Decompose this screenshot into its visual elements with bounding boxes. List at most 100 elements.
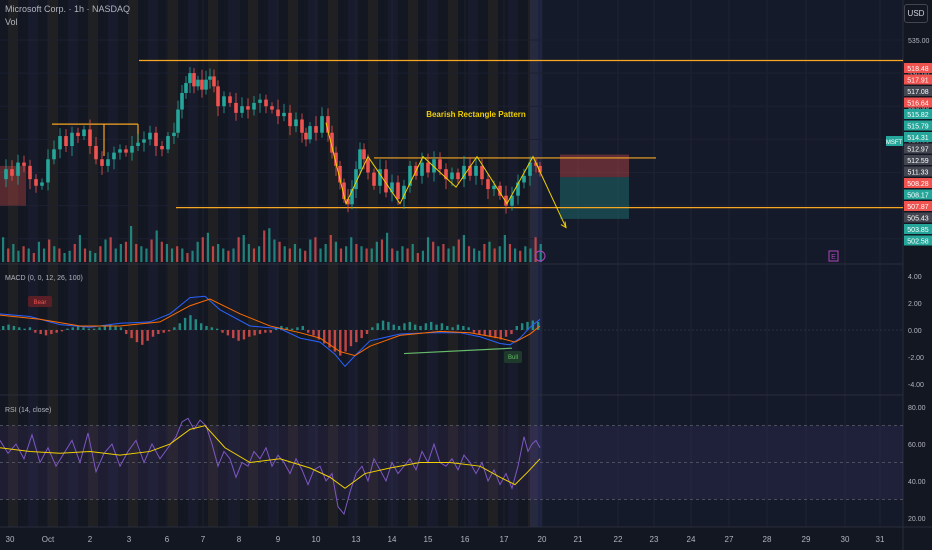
macd-histogram-bar	[183, 317, 187, 330]
macd-histogram-bar	[430, 321, 433, 330]
candle-body	[300, 119, 304, 133]
macd-histogram-bar	[248, 330, 251, 337]
volume-bar	[58, 248, 61, 262]
volume-bar	[263, 230, 266, 262]
x-tick-label: 27	[725, 535, 734, 544]
macd-tick-label: -2.00	[908, 355, 924, 362]
macd-histogram-bar	[199, 323, 203, 330]
volume-bar	[83, 248, 87, 262]
macd-histogram-bar	[173, 327, 176, 330]
price-label: 508.28	[907, 181, 929, 188]
macd-histogram-bar	[306, 330, 310, 333]
candle-body	[468, 165, 472, 176]
volume-bar	[529, 248, 532, 262]
macd-title: MACD (0, 0, 12, 26, 100)	[5, 275, 83, 282]
macd-histogram-bar	[130, 330, 133, 339]
macd-histogram-bar	[7, 324, 10, 330]
volume-bar	[247, 244, 250, 262]
volume-bar	[432, 241, 435, 262]
volume-bar	[206, 232, 209, 262]
candle-body	[180, 92, 184, 110]
volume-bar	[314, 237, 317, 262]
macd-histogram-bar	[44, 330, 48, 336]
price-label: 514.31	[907, 135, 929, 142]
macd-histogram-bar	[146, 330, 149, 341]
pattern-zigzag	[325, 122, 567, 228]
candle-body	[94, 146, 98, 160]
macd-histogram-bar	[349, 330, 353, 347]
macd-histogram-bar	[157, 330, 160, 335]
volume-bar	[32, 253, 35, 262]
volume-bar	[150, 239, 153, 262]
macd-histogram-bar	[515, 325, 518, 330]
macd-histogram-bar	[408, 321, 411, 330]
candle-body	[282, 112, 286, 117]
candle-body	[538, 165, 542, 173]
macd-histogram-bar	[253, 330, 256, 336]
macd-histogram-bar	[103, 325, 107, 330]
candle-body	[314, 126, 318, 133]
volume-bar	[462, 235, 465, 262]
volume-bar	[426, 237, 430, 262]
candle-body	[264, 99, 268, 107]
macd-histogram-bar	[269, 330, 272, 333]
volume-bar	[181, 248, 184, 262]
candle-body	[338, 165, 342, 183]
macd-histogram-bar	[12, 325, 16, 330]
candle-body	[498, 185, 502, 196]
macd-histogram-bar	[424, 323, 428, 330]
candle-body	[362, 149, 366, 160]
volume-bar	[232, 248, 235, 262]
macd-histogram-bar	[317, 330, 321, 340]
macd-histogram-bar	[328, 330, 331, 348]
macd-histogram-bar	[387, 321, 390, 330]
candle-body	[82, 129, 86, 137]
volume-bar	[222, 248, 225, 262]
candle-body	[270, 106, 274, 110]
volume-bar	[73, 244, 76, 262]
macd-histogram-bar	[71, 327, 74, 330]
candle-body	[444, 169, 448, 180]
candle-body	[130, 146, 134, 153]
currency-button[interactable]: USD	[904, 4, 928, 23]
volume-bar	[411, 244, 414, 262]
candle-body	[432, 159, 436, 173]
macd-histogram-bar	[381, 320, 385, 330]
price-label: 503.85	[907, 227, 929, 234]
macd-histogram-bar	[178, 323, 181, 330]
candle-body	[252, 102, 256, 110]
candle-body	[438, 159, 442, 170]
volume-bar	[514, 248, 517, 262]
volume-bar	[63, 253, 66, 262]
macd-histogram-bar	[499, 330, 502, 340]
candle-body	[354, 169, 358, 190]
volume-bar	[78, 235, 81, 262]
x-tick-label: 29	[802, 535, 811, 544]
volume-bar	[386, 232, 389, 262]
price-label-bg	[904, 143, 932, 154]
macd-histogram-bar	[462, 325, 465, 330]
price-label-bg	[904, 120, 932, 131]
macd-histogram-bar	[221, 330, 224, 333]
candle-body	[486, 179, 490, 190]
volume-bar	[319, 248, 322, 262]
price-label-bg	[904, 212, 932, 223]
candle-body	[304, 132, 308, 140]
price-label: 515.82	[907, 112, 929, 119]
price-label-bg	[904, 155, 932, 165]
volume-bar	[109, 237, 112, 262]
volume-bar	[42, 248, 46, 262]
volume-bar	[421, 250, 425, 262]
macd-histogram-bar	[290, 328, 294, 330]
candle-body	[258, 99, 262, 103]
macd-histogram-bar	[167, 330, 171, 332]
macd-histogram-bar	[92, 328, 96, 330]
macd-histogram-bar	[333, 330, 337, 352]
volume-bar	[37, 241, 41, 262]
candle-body	[200, 79, 204, 90]
candle-body	[100, 159, 104, 166]
bull-divergence-line	[403, 347, 513, 355]
volume-bar	[345, 246, 348, 262]
